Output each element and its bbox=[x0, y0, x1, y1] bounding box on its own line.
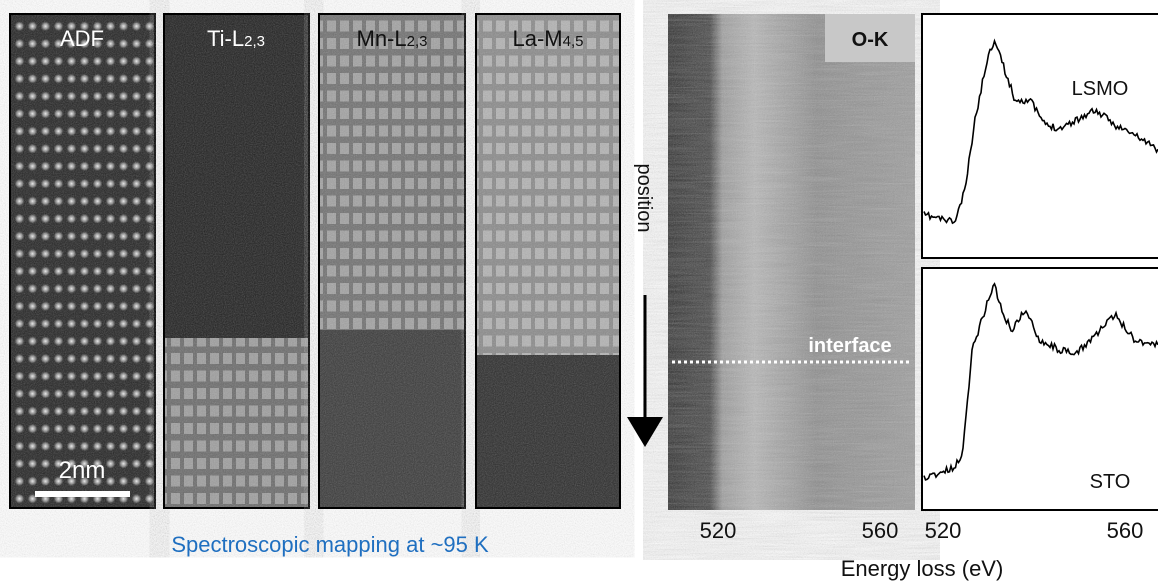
panel-label: ADF bbox=[60, 26, 104, 51]
scale-bar-label: 2nm bbox=[59, 457, 106, 484]
mn-panel bbox=[318, 13, 466, 509]
spectrum-curve bbox=[923, 282, 1158, 481]
label: ADF bbox=[60, 26, 104, 51]
x-tick-label: 560 bbox=[862, 518, 899, 543]
map-label: O-K bbox=[852, 29, 889, 51]
la-panel bbox=[475, 13, 621, 509]
scale-bar bbox=[35, 491, 130, 497]
subscript: 4,5 bbox=[563, 33, 584, 50]
x-tick-label: 560 bbox=[1107, 518, 1144, 543]
caption: Spectroscopic mapping at ~95 K bbox=[171, 532, 489, 557]
interface-label: interface bbox=[808, 335, 891, 357]
x-ticks: 520 560 520 560 bbox=[700, 518, 1144, 543]
panel-label: Mn-L2,3 bbox=[357, 26, 428, 51]
x-tick-label: 520 bbox=[925, 518, 962, 543]
x-tick-label: 520 bbox=[700, 518, 737, 543]
spectrum-label: LSMO bbox=[1072, 78, 1129, 100]
x-axis-label: Energy loss (eV) bbox=[841, 556, 1004, 581]
subscript: 2,3 bbox=[407, 33, 428, 50]
ti-panel bbox=[163, 13, 310, 509]
adf-panel bbox=[9, 13, 156, 509]
spectrum-curve bbox=[923, 38, 1158, 225]
label: La-M bbox=[513, 26, 563, 51]
spectrum-frame bbox=[921, 267, 1158, 511]
spectrum-frame bbox=[921, 13, 1158, 259]
panel-label: La-M4,5 bbox=[513, 26, 584, 51]
spectrum-label: STO bbox=[1090, 471, 1131, 493]
panel-labels: ADF Ti-L2,3 Mn-L2,3 La-M4,5 bbox=[60, 26, 583, 51]
ok-map: O-K interface bbox=[668, 14, 915, 510]
position-label: position bbox=[633, 164, 655, 233]
label: Ti-L bbox=[207, 26, 244, 51]
subscript: 2,3 bbox=[244, 33, 265, 50]
panel-label: Ti-L2,3 bbox=[207, 26, 265, 51]
label: Mn-L bbox=[357, 26, 407, 51]
